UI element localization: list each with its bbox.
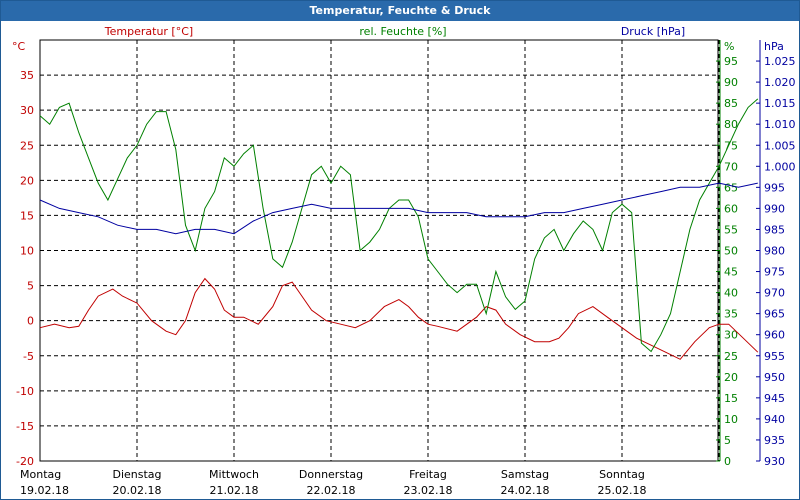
humidity-tick-label: 30 [724, 329, 738, 342]
x-day-label: Montag [20, 468, 61, 481]
pressure-tick-label: 980 [764, 245, 785, 258]
legend-pressure: Druck [hPa] [621, 25, 685, 38]
temperature-tick-label: 15 [20, 209, 34, 222]
humidity-tick-label: 0 [724, 455, 731, 468]
x-day-label: Donnerstag [299, 468, 363, 481]
window-title: Temperatur, Feuchte & Druck [1, 1, 799, 21]
pressure-tick-label: 970 [764, 287, 785, 300]
x-day-label: Dienstag [112, 468, 161, 481]
humidity-tick-label: 90 [724, 76, 738, 89]
x-date-label: 24.02.18 [501, 484, 550, 497]
x-date-label: 21.02.18 [210, 484, 259, 497]
x-date-label: 22.02.18 [307, 484, 356, 497]
pressure-unit: hPa [764, 40, 784, 53]
humidity-series-line [39, 98, 759, 353]
pressure-tick-label: 1.020 [764, 76, 796, 89]
temperature-tick-label: 5 [27, 280, 34, 293]
temperature-unit: °C [12, 40, 26, 53]
legend-temperature: Temperatur [°C] [104, 25, 193, 38]
humidity-tick-label: 40 [724, 287, 738, 300]
x-date-label: 23.02.18 [404, 484, 453, 497]
x-date-label: 19.02.18 [20, 484, 69, 497]
pressure-tick-label: 990 [764, 202, 785, 215]
x-day-label: Sonntag [599, 468, 645, 481]
humidity-tick-label: 10 [724, 413, 738, 426]
pressure-tick-label: 1.005 [764, 139, 796, 152]
humidity-tick-label: 70 [724, 160, 738, 173]
humidity-tick-label: 15 [724, 392, 738, 405]
humidity-tick-label: 60 [724, 202, 738, 215]
humidity-tick-label: 45 [724, 266, 738, 279]
temperature-tick-label: 30 [20, 104, 34, 117]
temperature-tick-label: -5 [23, 350, 34, 363]
temperature-tick-label: 20 [20, 174, 34, 187]
pressure-tick-label: 1.015 [764, 97, 796, 110]
pressure-tick-label: 945 [764, 392, 785, 405]
humidity-tick-label: 80 [724, 118, 738, 131]
pressure-tick-label: 975 [764, 266, 785, 279]
humidity-tick-label: 85 [724, 97, 738, 110]
pressure-tick-label: 960 [764, 329, 785, 342]
pressure-tick-label: 995 [764, 181, 785, 194]
humidity-tick-label: 65 [724, 181, 738, 194]
x-day-label: Mittwoch [209, 468, 259, 481]
pressure-tick-label: 985 [764, 223, 785, 236]
pressure-tick-label: 1.000 [764, 160, 796, 173]
pressure-tick-label: 955 [764, 350, 785, 363]
x-date-label: 20.02.18 [113, 484, 162, 497]
temperature-tick-label: -20 [16, 455, 34, 468]
humidity-tick-label: 20 [724, 371, 738, 384]
temperature-series-line [39, 277, 759, 360]
pressure-tick-label: 950 [764, 371, 785, 384]
temperature-tick-label: 10 [20, 245, 34, 258]
temperature-tick-label: -10 [16, 385, 34, 398]
pressure-tick-label: 935 [764, 434, 785, 447]
temperature-tick-label: 0 [27, 315, 34, 328]
x-day-label: Freitag [409, 468, 447, 481]
humidity-tick-label: 95 [724, 55, 738, 68]
temperature-tick-label: -15 [16, 420, 34, 433]
humidity-tick-label: 5 [724, 434, 731, 447]
humidity-tick-label: 50 [724, 245, 738, 258]
humidity-tick-label: 25 [724, 350, 738, 363]
temperature-tick-label: 25 [20, 139, 34, 152]
humidity-tick-label: 35 [724, 308, 738, 321]
x-date-label: 25.02.18 [598, 484, 647, 497]
humidity-unit: % [724, 40, 734, 53]
pressure-tick-label: 1.010 [764, 118, 796, 131]
x-day-label: Samstag [501, 468, 549, 481]
pressure-tick-label: 940 [764, 413, 785, 426]
pressure-tick-label: 930 [764, 455, 785, 468]
legend-humidity: rel. Feuchte [%] [359, 25, 446, 38]
pressure-series-line [39, 182, 758, 235]
humidity-tick-label: 55 [724, 223, 738, 236]
temperature-tick-label: 35 [20, 69, 34, 82]
pressure-tick-label: 965 [764, 308, 785, 321]
pressure-tick-label: 1.025 [764, 55, 796, 68]
